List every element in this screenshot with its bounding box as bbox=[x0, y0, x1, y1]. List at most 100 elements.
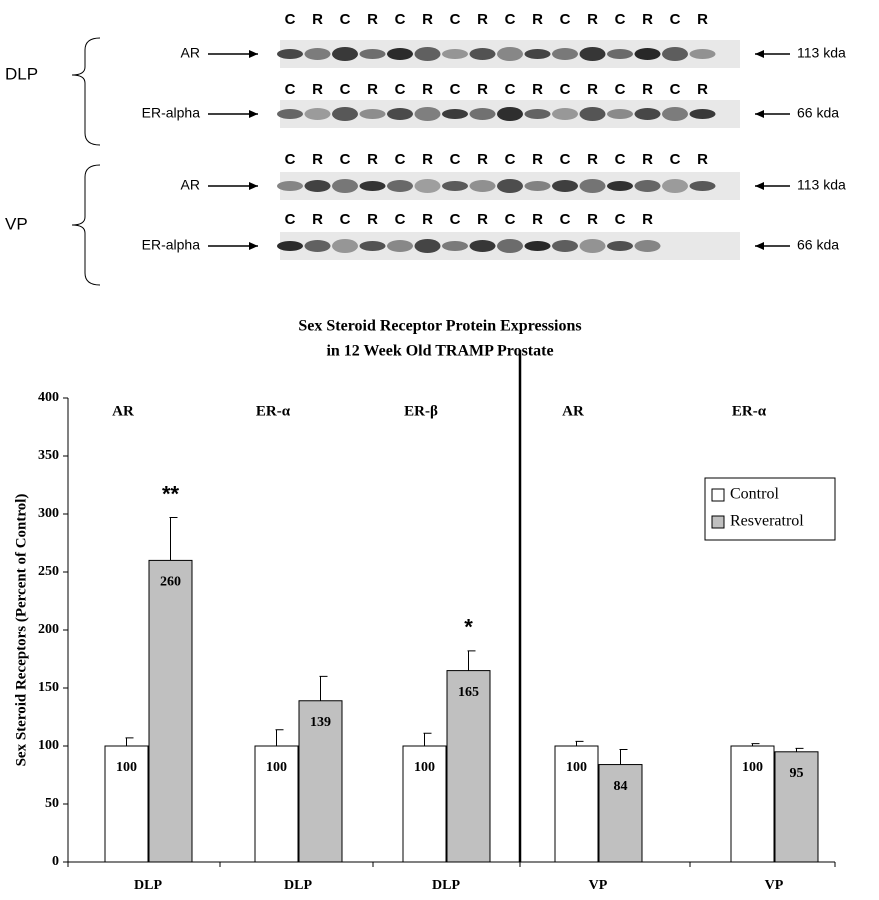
error-bar bbox=[620, 749, 628, 764]
error-bar bbox=[170, 517, 178, 560]
data-label: 100 bbox=[742, 760, 763, 775]
blot-band bbox=[470, 108, 496, 120]
lane-label: R bbox=[477, 151, 488, 168]
group-label: DLP bbox=[5, 64, 38, 83]
lane-label: R bbox=[422, 11, 433, 28]
lane-label: C bbox=[340, 151, 351, 168]
blot-band bbox=[387, 240, 413, 252]
y-tick-label: 200 bbox=[38, 622, 59, 637]
lane-label: R bbox=[367, 151, 378, 168]
blot-band bbox=[415, 179, 441, 193]
size-label: 66 kda bbox=[797, 105, 839, 121]
blot-band bbox=[580, 47, 606, 61]
x-tick-label: VP bbox=[589, 878, 608, 893]
lane-label: C bbox=[615, 11, 626, 28]
lane-label: R bbox=[312, 211, 323, 228]
lane-label: C bbox=[615, 81, 626, 98]
lane-label: C bbox=[395, 151, 406, 168]
lane-label: R bbox=[532, 211, 543, 228]
blot-band bbox=[525, 49, 551, 59]
lane-label: R bbox=[312, 151, 323, 168]
blot-band bbox=[442, 49, 468, 59]
blot-band bbox=[387, 108, 413, 120]
legend-label: Resveratrol bbox=[730, 513, 804, 530]
y-axis-label: Sex Steroid Receptors (Percent of Contro… bbox=[13, 494, 29, 767]
significance: ** bbox=[162, 481, 180, 506]
lane-label: C bbox=[670, 11, 681, 28]
y-tick-label: 0 bbox=[52, 854, 59, 869]
lane-label: R bbox=[697, 81, 708, 98]
arrow-head bbox=[755, 110, 764, 118]
blot-band bbox=[690, 181, 716, 191]
size-label: 113 kda bbox=[797, 177, 846, 193]
blot-band bbox=[635, 48, 661, 60]
blot-band bbox=[662, 179, 688, 193]
lane-label: R bbox=[367, 11, 378, 28]
legend-swatch bbox=[712, 516, 724, 528]
lane-label: R bbox=[642, 11, 653, 28]
lane-label: C bbox=[670, 151, 681, 168]
y-tick-label: 250 bbox=[38, 564, 59, 579]
lane-label: C bbox=[395, 11, 406, 28]
blot-band bbox=[442, 241, 468, 251]
error-bar bbox=[320, 676, 328, 700]
x-tick-label: DLP bbox=[284, 878, 312, 893]
lane-label: C bbox=[615, 211, 626, 228]
lane-label: R bbox=[697, 151, 708, 168]
blot-band bbox=[497, 239, 523, 253]
blot-band bbox=[552, 108, 578, 120]
blot-band bbox=[497, 107, 523, 121]
blot-band bbox=[360, 181, 386, 191]
arrow-head bbox=[249, 50, 258, 58]
lane-label: C bbox=[395, 211, 406, 228]
blot-band bbox=[497, 47, 523, 61]
blot-band bbox=[662, 47, 688, 61]
blot-band bbox=[580, 179, 606, 193]
blot-band bbox=[305, 180, 331, 192]
arrow-head bbox=[249, 242, 258, 250]
legend-label: Control bbox=[730, 486, 779, 503]
blot-band bbox=[635, 240, 661, 252]
legend-swatch bbox=[712, 489, 724, 501]
arrow-head bbox=[249, 110, 258, 118]
protein-label: AR bbox=[181, 177, 200, 193]
lane-label: R bbox=[587, 81, 598, 98]
blot-band bbox=[332, 239, 358, 253]
lane-label: C bbox=[505, 151, 516, 168]
blot-band bbox=[442, 181, 468, 191]
group-label: ER-α bbox=[732, 403, 767, 419]
group-label: AR bbox=[562, 403, 584, 419]
data-label: 84 bbox=[614, 779, 628, 794]
y-tick-label: 150 bbox=[38, 680, 59, 695]
blot-band bbox=[332, 47, 358, 61]
brace bbox=[72, 165, 100, 285]
blot-band bbox=[635, 180, 661, 192]
brace bbox=[72, 38, 100, 145]
lane-label: R bbox=[422, 211, 433, 228]
lane-label: C bbox=[560, 81, 571, 98]
arrow-head bbox=[249, 182, 258, 190]
error-bar bbox=[796, 748, 804, 751]
group-label: VP bbox=[5, 214, 28, 233]
lane-label: C bbox=[285, 211, 296, 228]
bar bbox=[149, 560, 192, 862]
y-tick-label: 100 bbox=[38, 738, 59, 753]
group-label: ER-β bbox=[404, 403, 438, 419]
error-bar bbox=[126, 738, 134, 746]
blot-band bbox=[332, 107, 358, 121]
lane-label: C bbox=[340, 211, 351, 228]
lane-label: R bbox=[587, 11, 598, 28]
lane-label: C bbox=[505, 211, 516, 228]
blot-band bbox=[360, 49, 386, 59]
y-tick-label: 50 bbox=[45, 796, 59, 811]
blot-band bbox=[635, 108, 661, 120]
lane-label: C bbox=[560, 11, 571, 28]
lane-label: C bbox=[285, 81, 296, 98]
data-label: 100 bbox=[266, 760, 287, 775]
protein-label: ER-alpha bbox=[142, 105, 201, 121]
lane-label: C bbox=[285, 151, 296, 168]
lane-label: C bbox=[450, 11, 461, 28]
blot-band bbox=[525, 241, 551, 251]
error-bar bbox=[468, 651, 476, 671]
size-label: 113 kda bbox=[797, 45, 846, 61]
